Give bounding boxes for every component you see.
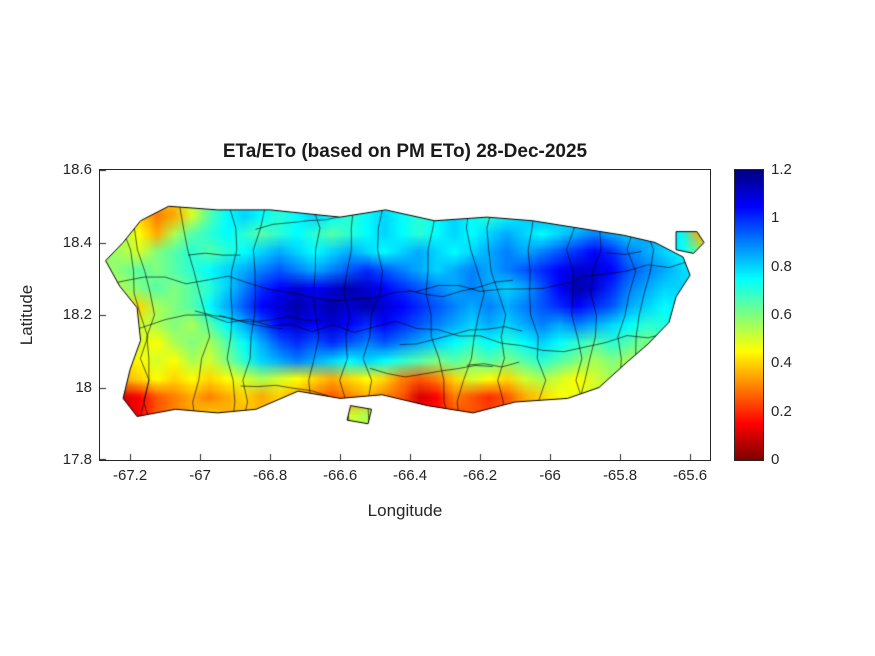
y-tick-label: 17.8 <box>62 451 92 468</box>
colorbar-tick-label: 0.2 <box>771 402 792 420</box>
x-tick-label: -67.2 <box>112 467 148 484</box>
x-axis-label: Longitude <box>367 501 443 520</box>
x-tick-label: -66.6 <box>322 467 358 484</box>
y-tick-label: 18.6 <box>62 161 92 178</box>
y-tick-label: 18.2 <box>62 306 92 323</box>
colorbar-tick-label: 0.8 <box>771 257 792 275</box>
figure-title: ETa/ETo (based on PM ETo) 28-Dec-2025 <box>222 141 588 162</box>
x-tick-label: -66.8 <box>252 467 288 484</box>
x-tick-label: -66 <box>539 467 561 484</box>
x-tick-label: -65.8 <box>602 467 638 484</box>
map-canvas <box>99 169 711 461</box>
colorbar-tick-label: 0.6 <box>771 306 792 323</box>
x-tick-label: -67 <box>189 467 211 484</box>
y-tick-label: 18.4 <box>62 233 92 251</box>
colorbar-tick-label: 0 <box>771 451 780 468</box>
colorbar <box>734 169 764 461</box>
colorbar-tick-label: 1 <box>771 209 780 227</box>
x-tick-label: -66.2 <box>462 467 498 484</box>
x-tick-label: -66.4 <box>392 467 428 484</box>
colorbar-tick-label: 0.4 <box>771 354 792 372</box>
colorbar-tick-label: 1.2 <box>771 161 792 178</box>
y-tick-label: 18 <box>75 378 92 396</box>
x-tick-label: -65.6 <box>672 467 708 484</box>
y-axis-label: Latitude <box>17 284 36 346</box>
